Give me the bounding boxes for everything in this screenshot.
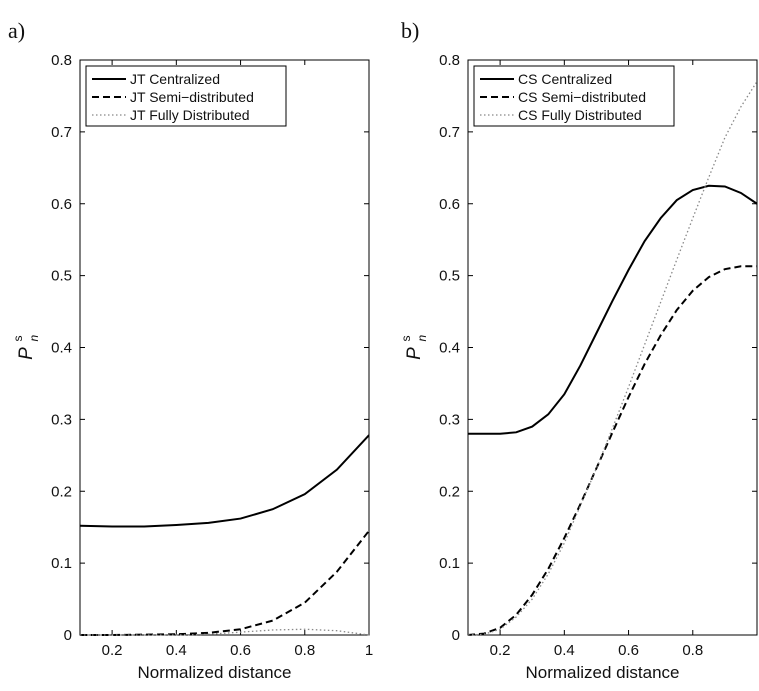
y-axis-label-main: P: [16, 347, 37, 360]
y-tick-label: 0.2: [51, 483, 72, 500]
y-axis-label-sub: n: [415, 335, 429, 342]
y-tick-label: 0.2: [439, 483, 460, 500]
plot-frame: [79, 59, 370, 636]
y-axis-label: Ps n: [11, 335, 41, 360]
y-axis-label-sup: s: [399, 336, 413, 342]
series-line-3: [80, 628, 369, 636]
y-tick-label: 0.4: [51, 340, 72, 357]
legend-label: CS Semi−distributed: [518, 89, 646, 105]
x-tick-label: 0.4: [554, 642, 575, 659]
x-tick-label: 0.6: [618, 642, 639, 659]
y-tick-label: 0.6: [439, 196, 460, 213]
y-tick-label: 0.3: [51, 411, 72, 428]
y-tick-label: 0: [64, 627, 72, 644]
legend-label: JT Semi−distributed: [130, 89, 254, 105]
x-tick-label: 0.2: [490, 642, 511, 659]
y-tick-label: 0.7: [51, 124, 72, 141]
series-line-1: [80, 434, 369, 528]
x-tick-label: 0.8: [682, 642, 703, 659]
panel-label: a): [8, 18, 25, 43]
y-axis-label-sub: n: [27, 335, 41, 342]
series-line-1: [468, 184, 757, 435]
x-axis-label: Normalized distance: [525, 663, 679, 682]
series-line-3: [468, 81, 757, 636]
y-tick-label: 0.4: [439, 340, 460, 357]
y-tick-label: 0.5: [51, 268, 72, 285]
plot-frame: [467, 59, 758, 636]
y-tick-label: 0.8: [51, 52, 72, 69]
series-line-2: [468, 265, 757, 636]
x-tick-label: 0.4: [166, 642, 187, 659]
panel-label: b): [401, 18, 419, 43]
x-tick-label: 0.6: [230, 642, 251, 659]
x-tick-label: 0.2: [102, 642, 123, 659]
y-tick-label: 0: [452, 627, 460, 644]
y-tick-label: 0.1: [51, 555, 72, 572]
x-tick-label: 0.8: [294, 642, 315, 659]
y-tick-label: 0.8: [439, 52, 460, 69]
y-tick-label: 0.3: [439, 411, 460, 428]
y-tick-label: 0.5: [439, 268, 460, 285]
legend-label: JT Fully Distributed: [130, 107, 250, 123]
y-tick-label: 0.1: [439, 555, 460, 572]
y-axis-label-sup: s: [11, 336, 25, 342]
series-line-2: [80, 530, 369, 636]
legend-label: CS Fully Distributed: [518, 107, 642, 123]
x-axis-label: Normalized distance: [137, 663, 291, 682]
y-tick-label: 0.7: [439, 124, 460, 141]
y-axis-label: Ps n: [399, 335, 429, 360]
chart-panel-1: a) 0 0.1 0.2 0.3 0.4 0.5 0.6 0.7 0.8 0.2 0.4 0.6 0.8 1…: [8, 18, 373, 682]
y-axis-label-main: P: [404, 347, 425, 360]
legend-label: CS Centralized: [518, 71, 612, 87]
chart-panel-2: b)00.10.20.30.40.50.60.70.80.2 0.4 0.6 0.8N…: [399, 18, 758, 682]
y-tick-label: 0.6: [51, 196, 72, 213]
x-tick-label: 1: [365, 642, 373, 659]
legend-label: JT Centralized: [130, 71, 220, 87]
